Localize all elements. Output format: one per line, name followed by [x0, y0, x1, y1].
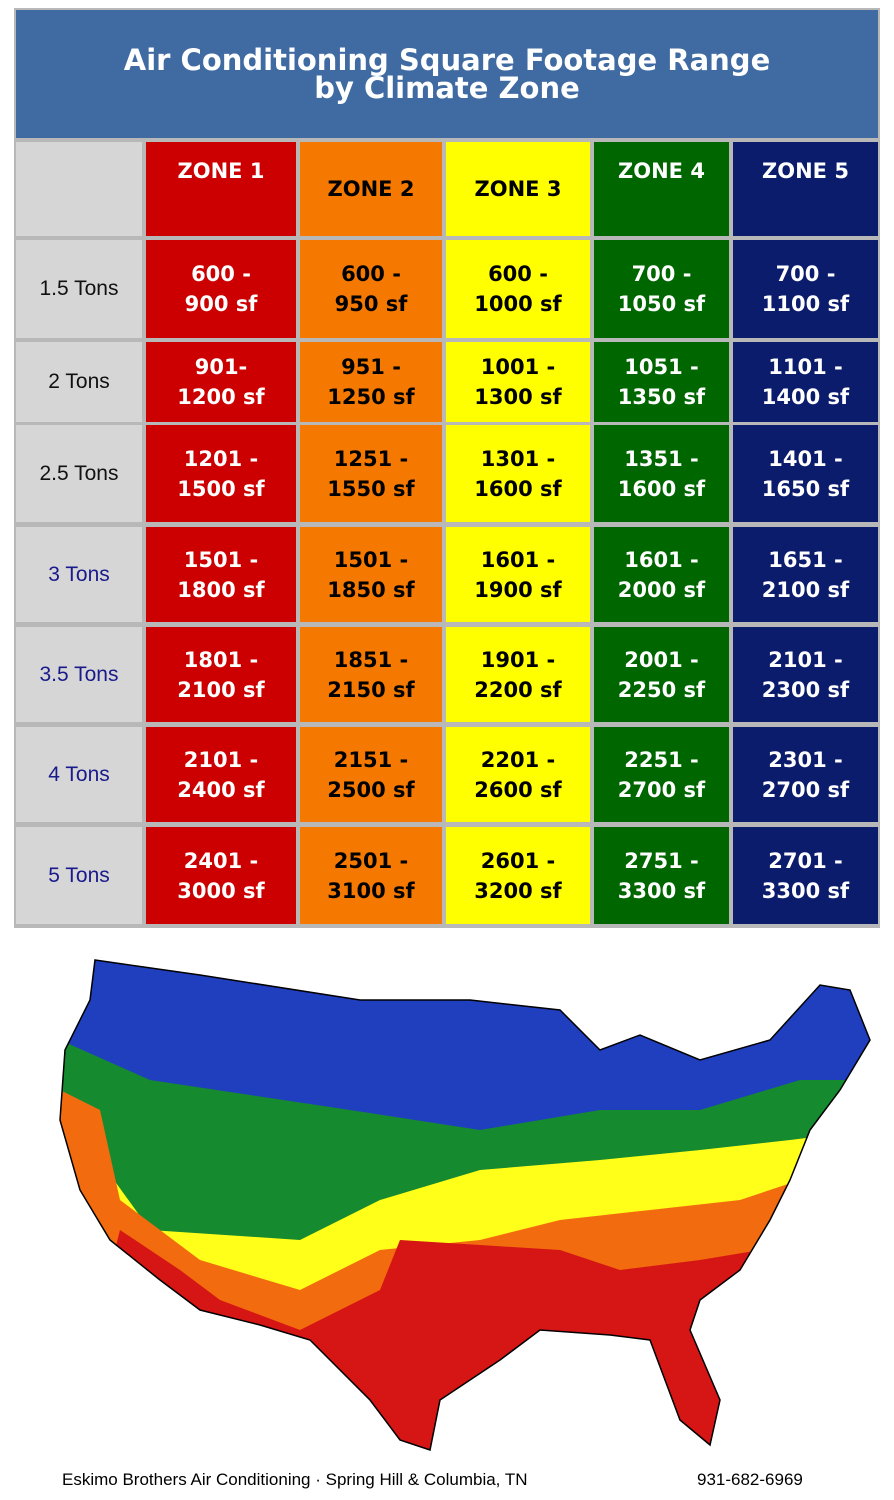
range-cell: 2151 - 2500 sf: [300, 727, 442, 822]
tonnage-label: 5 Tons: [16, 827, 142, 924]
range-cell: 1101 - 1400 sf: [733, 342, 878, 422]
range-cell: 1251 - 1550 sf: [300, 425, 442, 522]
range-cell: 1801 - 2100 sf: [146, 627, 296, 722]
range-cell: 1001 - 1300 sf: [446, 342, 590, 422]
range-cell: 2201 - 2600 sf: [446, 727, 590, 822]
zone-bands: [60, 960, 870, 1450]
range-cell: 2501 - 3100 sf: [300, 827, 442, 924]
title-line: by Climate Zone: [314, 71, 580, 105]
tonnage-label: 2 Tons: [16, 342, 142, 422]
range-cell: 901-1200 sf: [146, 342, 296, 422]
range-cell: 1201 - 1500 sf: [146, 425, 296, 522]
range-cell: 2751 - 3300 sf: [594, 827, 729, 924]
range-cell: 2101 - 2300 sf: [733, 627, 878, 722]
range-cell: 1651 - 2100 sf: [733, 527, 878, 622]
tonnage-label: 3.5 Tons: [16, 627, 142, 722]
range-cell: 600 - 900 sf: [146, 240, 296, 338]
range-cell: 2601 - 3200 sf: [446, 827, 590, 924]
range-cell: 700 - 1050 sf: [594, 240, 729, 338]
range-cell: 1901 - 2200 sf: [446, 627, 590, 722]
tonnage-label: 1.5 Tons: [16, 240, 142, 338]
range-cell: 2001 - 2250 sf: [594, 627, 729, 722]
range-cell: 1601 - 2000 sf: [594, 527, 729, 622]
zone-header: ZONE 3: [446, 142, 590, 236]
range-cell: 700 - 1100 sf: [733, 240, 878, 338]
range-cell: 951 - 1250 sf: [300, 342, 442, 422]
sizing-table: Air Conditioning Square Footage Range by…: [14, 8, 880, 928]
range-cell: 600 - 1000 sf: [446, 240, 590, 338]
range-cell: 1351 - 1600 sf: [594, 425, 729, 522]
title-line: Air Conditioning Square Footage Range: [123, 43, 771, 77]
range-cell: 1501 - 1800 sf: [146, 527, 296, 622]
tonnage-label: 3 Tons: [16, 527, 142, 622]
range-cell: 1501 - 1850 sf: [300, 527, 442, 622]
zone-header: ZONE 1: [146, 142, 296, 236]
phone: 931-682-6969: [697, 1470, 803, 1489]
tonnage-label: 2.5 Tons: [16, 425, 142, 522]
zone-header: ZONE 4: [594, 142, 729, 236]
tonnage-label: 4 Tons: [16, 727, 142, 822]
corner-cell: [16, 142, 142, 236]
range-cell: 2701 - 3300 sf: [733, 827, 878, 924]
range-cell: 1051 - 1350 sf: [594, 342, 729, 422]
range-cell: 2251 - 2700 sf: [594, 727, 729, 822]
range-cell: 600 - 950 sf: [300, 240, 442, 338]
company-info: Eskimo Brothers Air Conditioning · Sprin…: [62, 1470, 528, 1489]
range-cell: 2301 - 2700 sf: [733, 727, 878, 822]
range-cell: 2101 - 2400 sf: [146, 727, 296, 822]
range-cell: 1601 - 1900 sf: [446, 527, 590, 622]
zone-header: ZONE 5: [733, 142, 878, 236]
zone-header: ZONE 2: [300, 142, 442, 236]
range-cell: 1301 - 1600 sf: [446, 425, 590, 522]
range-cell: 2401 - 3000 sf: [146, 827, 296, 924]
table-header: Air Conditioning Square Footage Range by…: [16, 10, 878, 138]
range-cell: 1401 - 1650 sf: [733, 425, 878, 522]
climate-zone-map: [59, 959, 871, 1451]
range-cell: 1851 - 2150 sf: [300, 627, 442, 722]
